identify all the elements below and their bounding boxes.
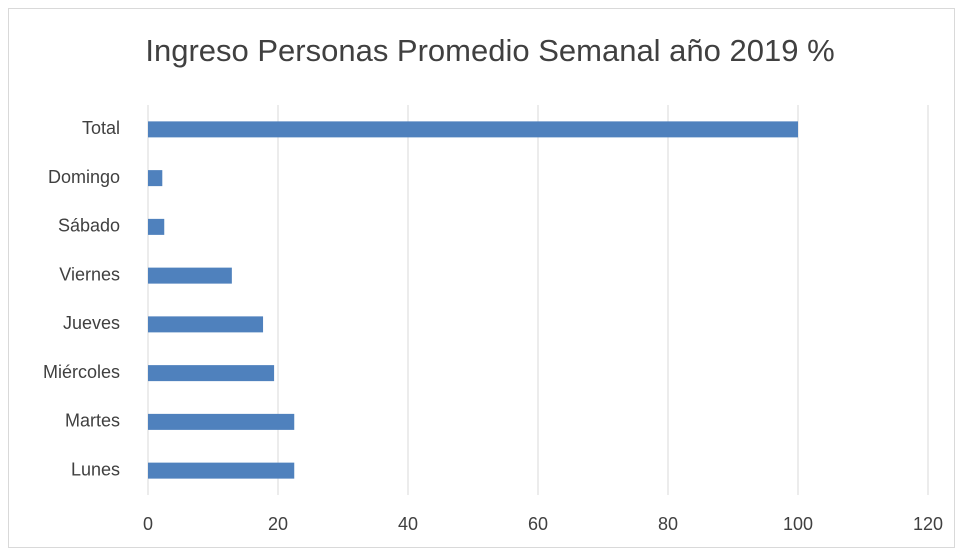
y-tick-label: Miércoles: [43, 362, 120, 382]
y-tick-label: Lunes: [71, 459, 120, 479]
y-tick-label: Sábado: [58, 216, 120, 236]
bar: [148, 413, 295, 430]
bar: [148, 170, 163, 187]
y-tick-label: Domingo: [48, 167, 120, 187]
bar: [148, 365, 275, 382]
x-tick-label: 120: [913, 514, 943, 534]
x-tick-label: 80: [658, 514, 678, 534]
y-tick-label: Martes: [65, 411, 120, 431]
x-tick-label: 100: [783, 514, 813, 534]
bar: [148, 316, 264, 333]
y-tick-label: Jueves: [63, 313, 120, 333]
bar: [148, 121, 798, 138]
x-tick-label: 20: [268, 514, 288, 534]
bar: [148, 462, 295, 479]
bar: [148, 218, 165, 235]
x-tick-label: 0: [143, 514, 153, 534]
x-tick-label: 60: [528, 514, 548, 534]
bar: [148, 267, 232, 284]
chart-title: Ingreso Personas Promedio Semanal año 20…: [145, 33, 834, 68]
y-tick-label: Total: [82, 118, 120, 138]
x-tick-label: 40: [398, 514, 418, 534]
y-tick-label: Viernes: [59, 264, 120, 284]
